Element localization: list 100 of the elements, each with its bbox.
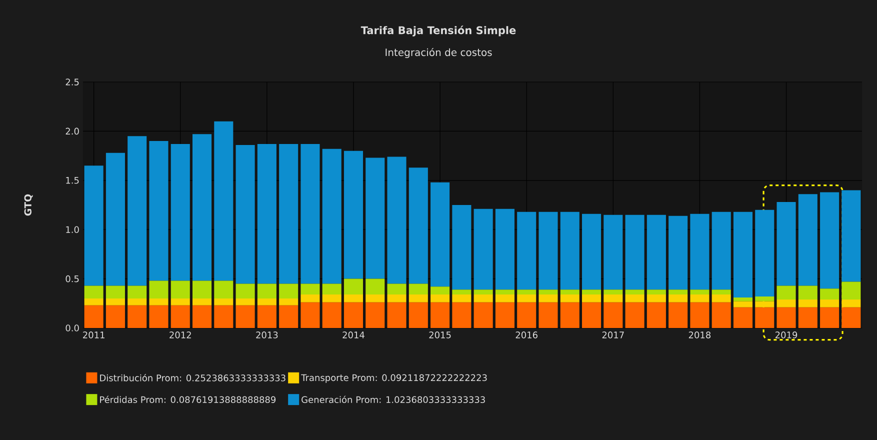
legend-label: Pérdidas Prom: 0.08761913888888889 [100, 396, 276, 404]
bar [842, 282, 861, 300]
bar [625, 214, 644, 290]
bar [798, 286, 818, 300]
bar [257, 305, 276, 328]
bar [582, 302, 602, 328]
bar [149, 305, 168, 328]
bar [236, 144, 255, 284]
bar [668, 216, 688, 290]
bar [646, 214, 666, 290]
y-tick-label: 2.0 [66, 128, 79, 135]
bar [300, 284, 320, 295]
bar [387, 294, 406, 302]
bar [755, 301, 774, 308]
bar [452, 294, 472, 302]
bar [236, 305, 255, 328]
x-tick-label: 2012 [170, 332, 191, 338]
bar [798, 194, 818, 286]
y-tick-label: 0.0 [66, 324, 79, 332]
bar [690, 214, 710, 290]
bar [192, 298, 212, 306]
bar [344, 294, 364, 302]
bar [604, 214, 623, 290]
bar [668, 302, 688, 328]
bar [842, 307, 861, 328]
bar [128, 286, 147, 298]
bar [517, 294, 536, 302]
bar [387, 284, 406, 295]
bar [842, 299, 861, 308]
bar [582, 290, 602, 295]
bar [495, 294, 514, 302]
bar [798, 299, 818, 308]
bar [820, 288, 840, 300]
bar [560, 290, 580, 295]
bar [300, 302, 320, 328]
bar [452, 302, 472, 328]
bar [604, 290, 623, 295]
bar [214, 121, 234, 281]
bar [668, 290, 688, 295]
bar [495, 302, 514, 328]
bar [322, 302, 342, 328]
bar [733, 307, 753, 328]
bar [149, 280, 168, 298]
bar [214, 305, 234, 328]
bar [387, 302, 406, 328]
bar [387, 156, 406, 284]
bar [474, 302, 493, 328]
bar [322, 294, 342, 302]
bar [625, 290, 644, 295]
bar [408, 294, 428, 302]
bar [755, 210, 774, 297]
bar [560, 294, 580, 302]
bar [776, 299, 796, 308]
bar [344, 150, 364, 279]
bar [214, 298, 234, 306]
bar [257, 284, 276, 298]
bar [690, 302, 710, 328]
bar [733, 297, 753, 302]
bar [798, 307, 818, 328]
bar [408, 168, 428, 284]
bar [366, 278, 385, 295]
bar [236, 284, 255, 298]
bar [495, 208, 514, 290]
bar [106, 298, 125, 306]
legend-label: Generación Prom: 1.0236803333333333 [302, 396, 485, 404]
bar [668, 294, 688, 302]
bar [84, 286, 104, 298]
bar [84, 305, 104, 328]
bar [755, 307, 774, 328]
bar [366, 302, 385, 328]
bar [170, 280, 190, 298]
bar [776, 286, 796, 300]
bar [625, 294, 644, 302]
bar [170, 305, 190, 328]
bar [300, 144, 320, 284]
bar [452, 205, 472, 290]
bar [776, 307, 796, 328]
x-tick-label: 2015 [429, 332, 451, 338]
bar [106, 305, 125, 328]
bar [538, 302, 558, 328]
y-axis-title: GTQ [24, 194, 33, 216]
bar [820, 192, 840, 289]
x-tick-label: 2011 [83, 332, 104, 338]
bar [604, 294, 623, 302]
bar [755, 296, 774, 302]
bar [712, 290, 731, 295]
bar [712, 212, 731, 290]
bar [170, 298, 190, 306]
bar [430, 286, 450, 295]
bar [257, 144, 276, 284]
bar [538, 212, 558, 290]
x-tick-label: 2016 [516, 332, 538, 338]
bar [820, 307, 840, 328]
x-tick-label: 2019 [775, 332, 798, 338]
bar [128, 298, 147, 306]
legend-label: Distribución Prom: 0.2523863333333333 [100, 374, 286, 382]
chart-title: Tarifa Baja Tensión Simple [360, 26, 516, 36]
bar [452, 290, 472, 295]
bar [279, 284, 298, 298]
bar [776, 202, 796, 286]
